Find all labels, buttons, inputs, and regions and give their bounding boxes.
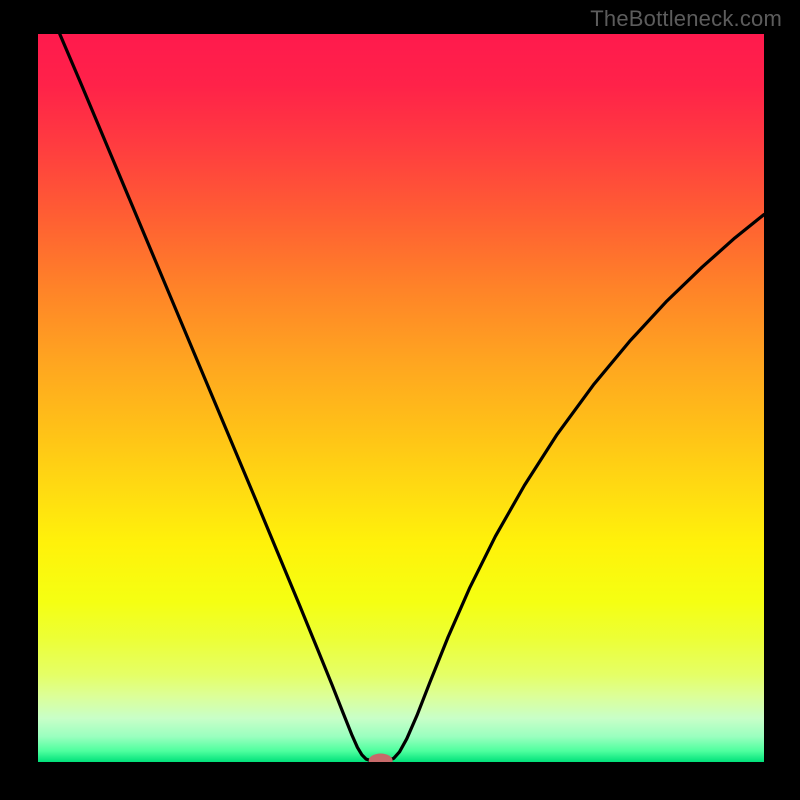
bottleneck-chart — [38, 34, 764, 762]
watermark-text: TheBottleneck.com — [590, 6, 782, 32]
chart-background — [38, 34, 764, 762]
chart-container: TheBottleneck.com — [0, 0, 800, 800]
